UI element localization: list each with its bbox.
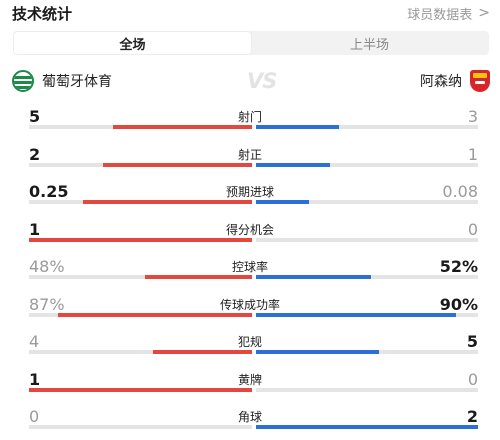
home-stat-bar xyxy=(29,387,252,392)
home-team: 葡萄牙体育 xyxy=(12,70,112,92)
away-stat-value: 0 xyxy=(467,219,478,239)
stat-row: 0.25 预期进球 0.08 xyxy=(0,183,500,213)
away-stat-value: 1 xyxy=(467,144,478,164)
stat-label: 角球 xyxy=(237,410,262,424)
stat-label: 预期进球 xyxy=(225,185,274,199)
home-stat-value: 5 xyxy=(29,107,41,126)
tab-first-half[interactable]: 上半场 xyxy=(349,37,389,53)
stat-row: 48% 控球率 52% xyxy=(0,258,500,288)
home-stat-bar-track xyxy=(29,162,252,167)
stat-row: 87% 传球成功率 90% xyxy=(0,294,500,326)
home-stat-bar-track xyxy=(29,425,252,429)
away-stat-bar-track xyxy=(256,312,478,317)
away-stat-bar-track xyxy=(256,350,478,354)
away-stat-bar-track xyxy=(256,200,478,204)
home-stat-bar-track xyxy=(29,200,252,204)
away-team: 阿森纳 xyxy=(420,70,490,92)
away-stat-value: 0 xyxy=(467,369,478,389)
home-stat-value: 1 xyxy=(29,369,41,389)
chevron-right-icon: > xyxy=(478,5,490,21)
home-stat-bar xyxy=(82,200,252,204)
away-stat-bar xyxy=(256,162,330,167)
home-stat-value: 0.25 xyxy=(29,182,69,201)
stat-row: 1 黄牌 0 xyxy=(0,369,500,401)
arsenal-crest-icon xyxy=(470,70,490,92)
away-stat-bar-track xyxy=(256,387,478,392)
stat-row: 4 犯规 5 xyxy=(0,333,500,363)
teams-row: 葡萄牙体育 VS 阿森纳 xyxy=(12,66,490,96)
stat-label: 黄牌 xyxy=(237,372,262,387)
home-stat-value: 4 xyxy=(29,332,40,351)
stat-label: 得分机会 xyxy=(225,222,274,237)
home-stat-bar-track xyxy=(29,312,252,317)
vs-label: VS xyxy=(247,69,277,93)
stat-label: 控球率 xyxy=(231,260,268,274)
away-stat-bar xyxy=(256,125,340,129)
home-stat-bar-track xyxy=(29,387,252,392)
away-stat-value: 52% xyxy=(439,257,478,276)
away-stat-bar xyxy=(256,275,372,279)
home-stat-value: 2 xyxy=(29,144,41,164)
away-stat-bar-track xyxy=(256,275,478,279)
away-stat-bar xyxy=(256,425,478,429)
away-stat-bar-track xyxy=(256,125,478,129)
home-stat-bar-track xyxy=(29,237,252,242)
home-stat-bar xyxy=(144,275,252,279)
home-stat-value: 1 xyxy=(29,219,41,239)
home-stat-bar-track xyxy=(29,350,252,354)
away-stat-value: 3 xyxy=(467,107,478,126)
stat-label: 射门 xyxy=(237,110,262,124)
away-stat-bar-track xyxy=(256,425,478,429)
player-stats-link[interactable]: 球员数据表 > xyxy=(407,4,490,23)
player-stats-link-label: 球员数据表 xyxy=(407,7,473,23)
away-stat-bar-track xyxy=(256,162,478,167)
stat-row: 5 射门 3 xyxy=(0,108,500,138)
away-stat-value: 2 xyxy=(466,407,478,426)
stat-label: 传球成功率 xyxy=(219,297,280,312)
away-team-name: 阿森纳 xyxy=(420,74,462,90)
stat-row: 0 角球 2 xyxy=(0,408,500,438)
tab-full-match[interactable]: 全场 xyxy=(14,32,251,54)
away-stat-bar xyxy=(256,312,456,317)
stat-label: 犯规 xyxy=(237,335,262,349)
away-stat-bar xyxy=(256,350,380,354)
sporting-crest-icon xyxy=(12,70,34,92)
away-stat-value: 90% xyxy=(439,294,478,314)
home-stat-bar xyxy=(153,350,252,354)
stat-label: 射正 xyxy=(237,147,262,162)
stat-row: 2 射正 1 xyxy=(0,144,500,176)
home-stat-bar xyxy=(58,312,252,317)
home-stat-bar-track xyxy=(29,275,252,279)
home-stat-value: 0 xyxy=(29,407,40,426)
home-stat-bar xyxy=(29,237,252,242)
away-stat-value: 0.08 xyxy=(442,182,478,201)
home-stat-bar xyxy=(103,162,252,167)
away-stat-bar xyxy=(256,200,310,204)
away-stat-value: 5 xyxy=(466,332,478,351)
home-stat-bar xyxy=(112,125,252,129)
stat-row: 1 得分机会 0 xyxy=(0,219,500,251)
home-team-name: 葡萄牙体育 xyxy=(42,74,112,90)
home-stat-value: 48% xyxy=(29,257,65,276)
section-title: 技术统计 xyxy=(12,4,73,23)
home-stat-value: 87% xyxy=(29,294,65,314)
home-stat-bar-track xyxy=(29,125,252,129)
period-tabs: 全场 上半场 xyxy=(13,31,489,55)
stats-header: 技术统计 球员数据表 > xyxy=(12,0,490,26)
away-stat-bar-track xyxy=(256,237,478,242)
